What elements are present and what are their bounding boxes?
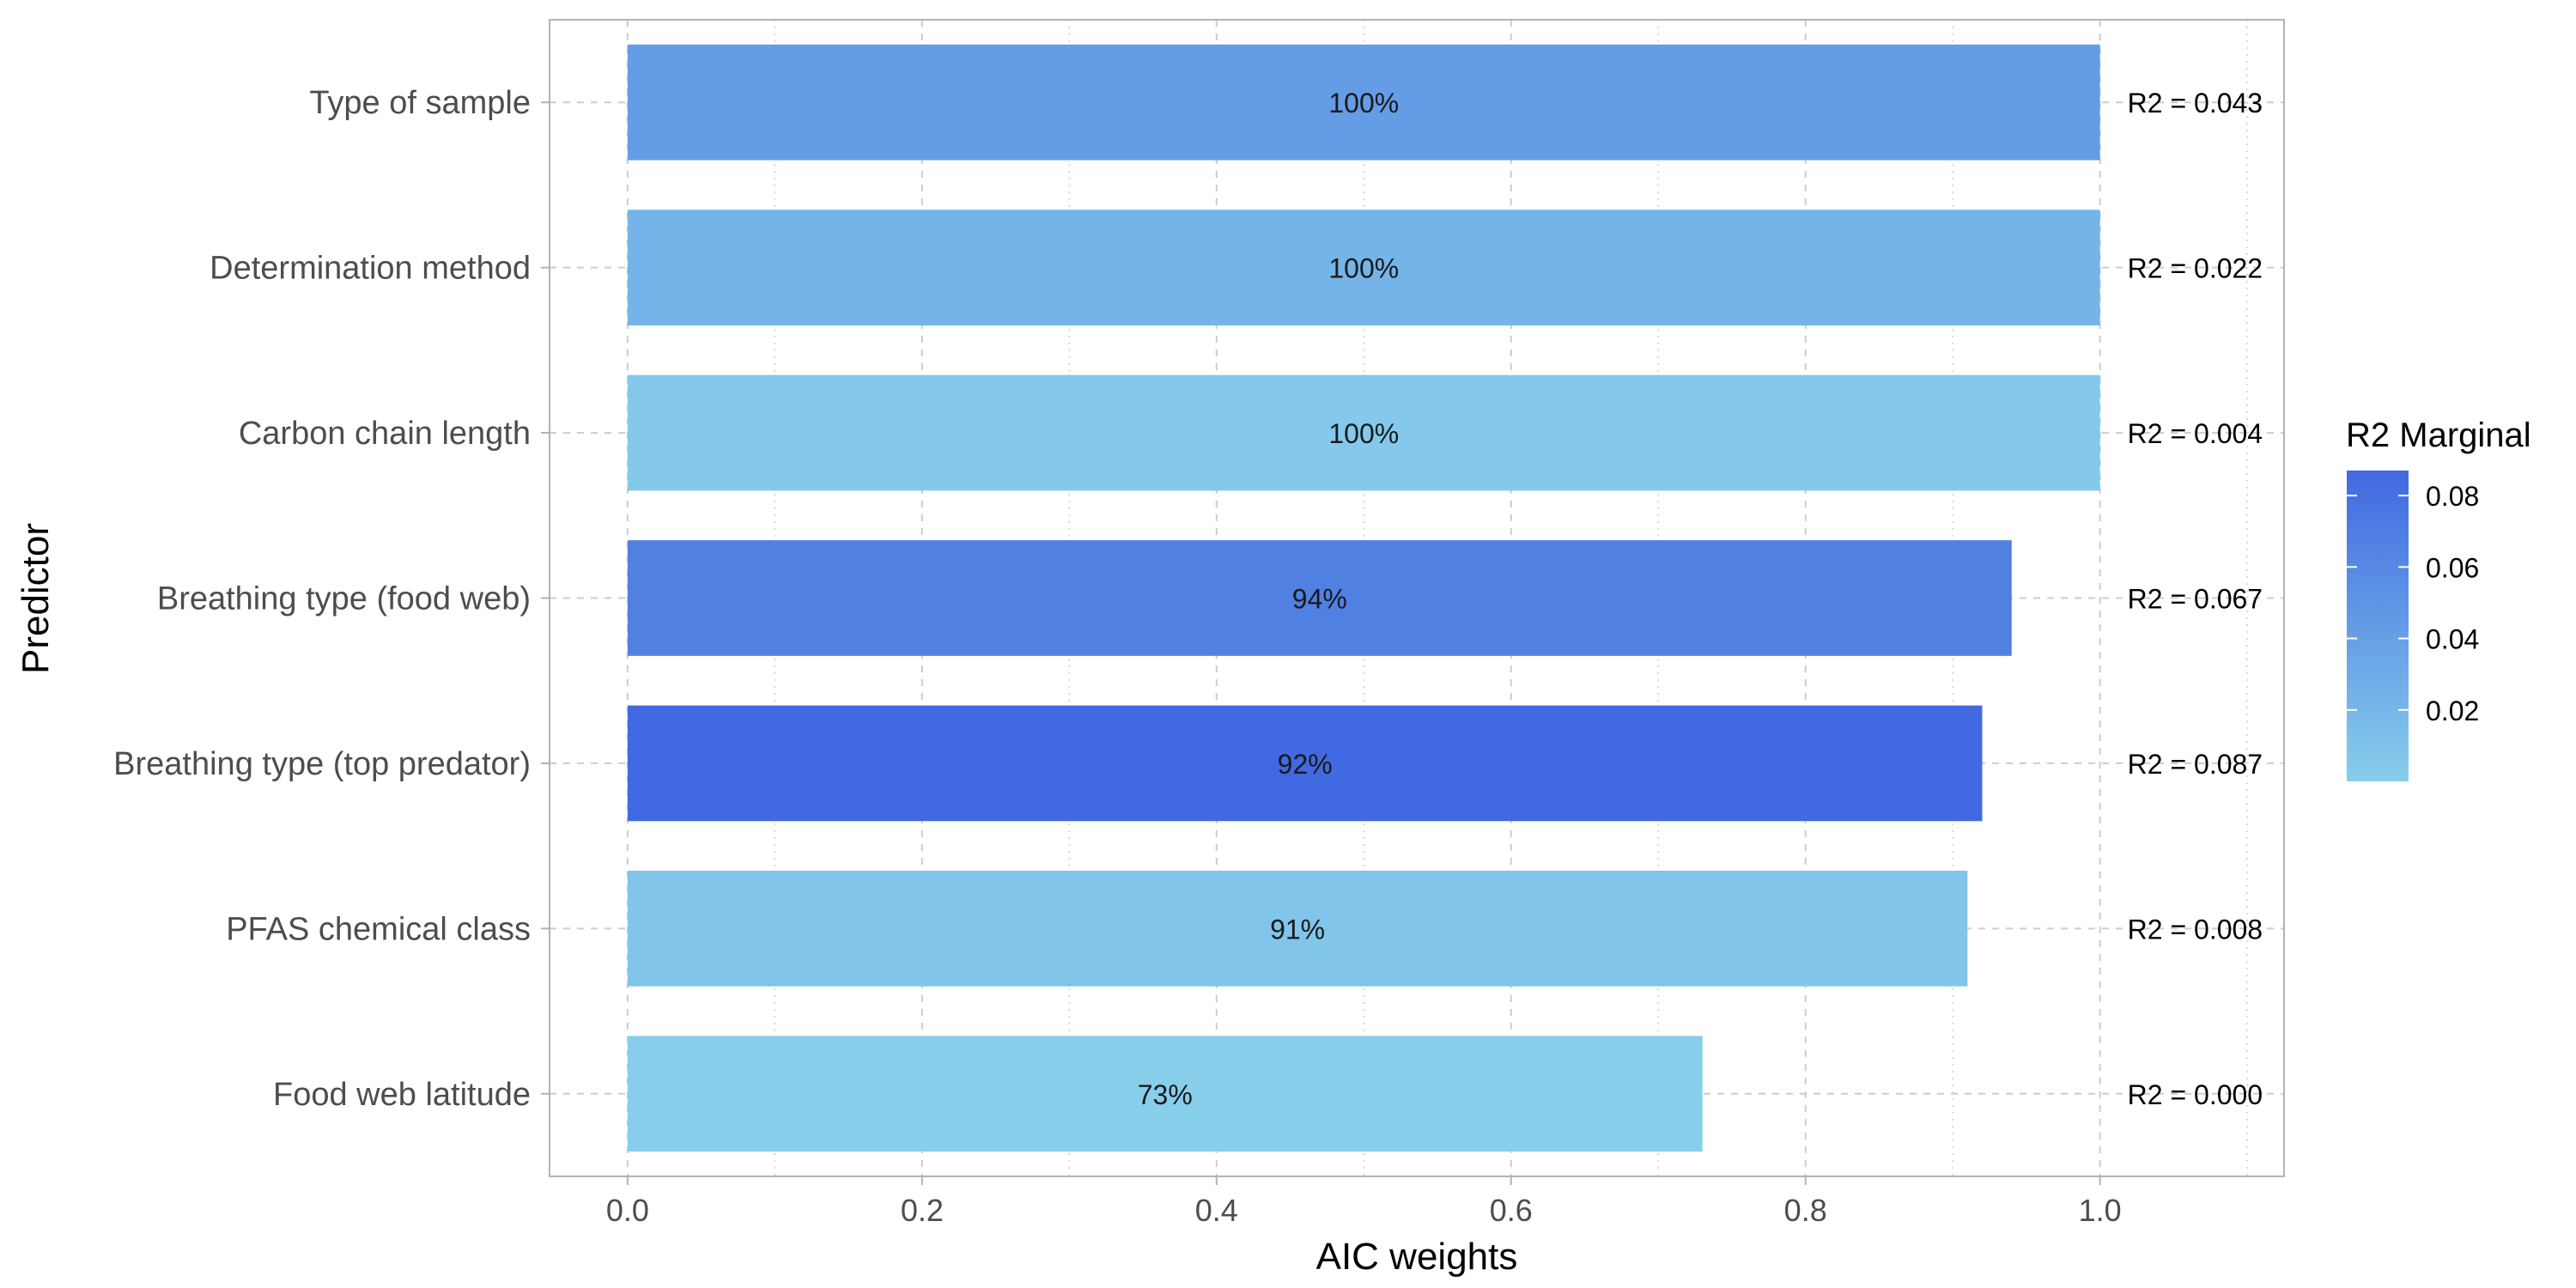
bar-value-label: 100% bbox=[1328, 418, 1399, 449]
r2-label: R2 = 0.004 bbox=[2128, 418, 2263, 449]
legend-colorbar bbox=[2347, 471, 2409, 781]
legend-title: R2 Marginal bbox=[2346, 416, 2531, 454]
labels: 100% R2 = 0.043 100% R2 = 0.022 100% R2 = 0.0… bbox=[1138, 88, 2263, 1110]
y-axis-title: Predictor bbox=[15, 523, 57, 674]
r2-label: R2 = 0.043 bbox=[2128, 88, 2263, 118]
bar-value-label: 100% bbox=[1328, 88, 1399, 118]
axes: AIC weights Predictor 0.0 0.2 0.4 0.6 0.8 1.0… bbox=[15, 85, 2122, 1278]
bar bbox=[627, 210, 2100, 325]
x-axis-title: AIC weights bbox=[1316, 1236, 1518, 1278]
r2-label: R2 = 0.000 bbox=[2128, 1079, 2263, 1110]
bar-value-label: 100% bbox=[1328, 253, 1399, 284]
legend-tick-label: 0.06 bbox=[2426, 552, 2479, 583]
y-tick-label: Type of sample bbox=[309, 85, 531, 121]
bar-value-label: 92% bbox=[1278, 749, 1333, 780]
r2-label: R2 = 0.087 bbox=[2128, 749, 2263, 780]
y-tick-label: Food web latitude bbox=[273, 1077, 531, 1113]
bar-value-label: 94% bbox=[1292, 584, 1347, 615]
x-tick-label: 1.0 bbox=[2079, 1193, 2122, 1228]
bars bbox=[627, 44, 2100, 1152]
bar bbox=[627, 705, 1983, 822]
legend-tick-label: 0.04 bbox=[2426, 624, 2479, 655]
bar bbox=[627, 540, 2012, 656]
r2-label: R2 = 0.022 bbox=[2128, 253, 2263, 284]
x-tick-label: 0.8 bbox=[1784, 1193, 1827, 1228]
bar-value-label: 73% bbox=[1138, 1079, 1193, 1110]
bar bbox=[627, 871, 1968, 987]
y-tick-label: Carbon chain length bbox=[239, 416, 531, 452]
y-tick-label: Breathing type (top predator) bbox=[113, 746, 531, 782]
bar-value-label: 91% bbox=[1270, 914, 1325, 945]
x-tick-label: 0.6 bbox=[1490, 1193, 1533, 1228]
x-tick-label: 0.2 bbox=[901, 1193, 944, 1228]
y-tick-label: PFAS chemical class bbox=[226, 911, 531, 947]
x-tick-label: 0.4 bbox=[1195, 1193, 1238, 1228]
legend-tick-label: 0.08 bbox=[2426, 481, 2479, 512]
r2-label: R2 = 0.067 bbox=[2128, 584, 2263, 615]
r2-label: R2 = 0.008 bbox=[2128, 914, 2263, 945]
bar bbox=[627, 374, 2100, 491]
bar bbox=[627, 44, 2100, 161]
y-tick-label: Breathing type (food web) bbox=[157, 581, 531, 617]
y-tick-label: Determination method bbox=[210, 251, 531, 287]
bar bbox=[627, 1036, 1703, 1152]
x-tick-label: 0.0 bbox=[606, 1193, 649, 1228]
legend-tick-label: 0.02 bbox=[2426, 696, 2479, 726]
legend: R2 Marginal 0.02 0.04 0.06 0.08 bbox=[2346, 416, 2531, 781]
